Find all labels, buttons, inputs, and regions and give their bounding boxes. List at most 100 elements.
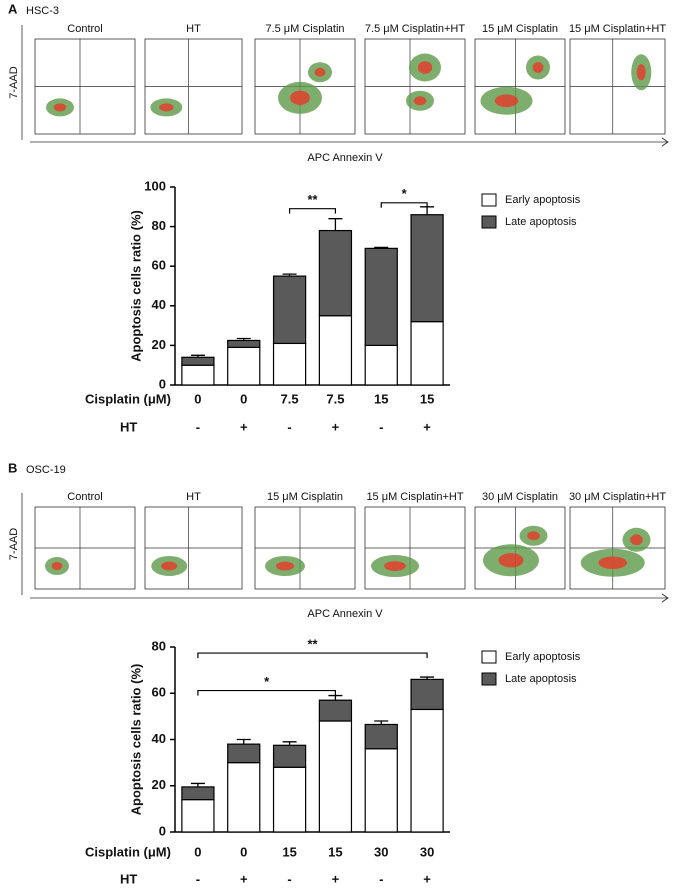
- bar-segment: [272, 342, 307, 386]
- cell-line: OSC-19: [26, 464, 66, 476]
- flow-x-label: APC Annexin V: [307, 152, 383, 164]
- flow-title: 7.5 μM Cisplatin+HT: [365, 23, 465, 35]
- error-bar: [282, 273, 297, 277]
- x-tick-label: 0: [194, 844, 201, 859]
- flow-title: HT: [186, 491, 201, 503]
- cell-cluster-core: [494, 94, 519, 108]
- y-axis-label: Apoptosis cells ratio (%): [128, 210, 143, 362]
- flow-title: 15 μM Cisplatin+HT: [569, 23, 666, 35]
- legend-swatch: [481, 650, 497, 664]
- significance-bracket: [197, 652, 428, 659]
- flow-title: 15 μM Cisplatin: [482, 23, 558, 35]
- y-tick-label: 20: [152, 777, 166, 792]
- x-tick-label: +: [423, 871, 431, 886]
- y-tick-label: 60: [152, 258, 166, 273]
- legend-label: Late apoptosis: [505, 673, 577, 685]
- cell-cluster-core: [161, 561, 178, 571]
- error-bar: [190, 354, 205, 358]
- bar-segment: [364, 723, 398, 750]
- legend-swatch: [481, 193, 497, 207]
- x-tick-label: -: [196, 871, 200, 886]
- bar-segment: [272, 744, 307, 768]
- bar-segment: [364, 344, 398, 386]
- flow-title: 15 μM Cisplatin+HT: [366, 491, 463, 503]
- error-bar: [328, 218, 343, 231]
- cell-cluster-core: [53, 103, 67, 112]
- error-bar: [190, 782, 205, 787]
- x-tick-label: -: [287, 419, 291, 434]
- x-tick-label: +: [332, 419, 340, 434]
- y-tick-label: 0: [159, 823, 166, 838]
- significance-bracket: [197, 689, 337, 696]
- cell-cluster-core: [527, 531, 540, 541]
- x-tick-label: -: [379, 419, 383, 434]
- y-tick-label: 0: [159, 376, 166, 391]
- error-bar: [328, 694, 343, 701]
- cell-cluster-core: [532, 62, 544, 73]
- cell-cluster-core: [413, 96, 427, 106]
- flow-y-label: 7-AAD: [8, 528, 20, 560]
- bar-segment: [227, 346, 261, 386]
- row-label: HT: [120, 419, 137, 434]
- significance-label: **: [307, 192, 318, 207]
- x-tick-label: 15: [374, 391, 388, 406]
- x-tick-label: +: [240, 871, 248, 886]
- x-tick-label: 7.5: [281, 391, 299, 406]
- flow-title: 15 μM Cisplatin: [267, 491, 343, 503]
- x-tick-label: 7.5: [326, 391, 344, 406]
- significance-label: *: [402, 186, 408, 201]
- cell-cluster-core: [498, 553, 524, 568]
- bar-segment: [318, 229, 353, 317]
- bar-segment: [227, 743, 261, 764]
- cell-cluster-core: [276, 561, 294, 571]
- flow-title: Control: [67, 23, 102, 35]
- bar-segment: [364, 247, 398, 347]
- y-tick-label: 40: [152, 297, 166, 312]
- legend-label: Early apoptosis: [505, 194, 581, 206]
- x-tick-label: 0: [194, 391, 201, 406]
- legend-label: Early apoptosis: [505, 651, 581, 663]
- bar-segment: [227, 762, 261, 833]
- bar-segment: [410, 321, 444, 386]
- x-tick-label: 30: [420, 844, 434, 859]
- x-tick-label: 30: [374, 844, 388, 859]
- significance-label: *: [264, 674, 270, 689]
- y-tick-label: 20: [152, 337, 166, 352]
- bar-segment: [272, 766, 307, 833]
- bar-segment: [181, 364, 215, 386]
- bar-segment: [181, 356, 215, 366]
- cell-cluster-core: [630, 534, 643, 546]
- x-tick-label: 15: [282, 844, 296, 859]
- error-bar: [236, 337, 251, 341]
- bar-segment: [318, 699, 353, 722]
- bar-segment: [410, 214, 444, 323]
- flow-y-label: 7-AAD: [8, 66, 20, 98]
- error-bar: [374, 246, 389, 249]
- cell-cluster-core: [598, 556, 628, 570]
- x-tick-label: +: [423, 419, 431, 434]
- x-tick-label: +: [240, 419, 248, 434]
- cell-line: HSC-3: [26, 5, 59, 17]
- x-tick-label: -: [287, 871, 291, 886]
- cell-cluster-core: [314, 67, 326, 77]
- panel-label: B: [8, 460, 17, 475]
- legend-label: Late apoptosis: [505, 216, 577, 228]
- x-tick-label: 0: [240, 844, 247, 859]
- cell-cluster-core: [417, 61, 433, 74]
- error-bar: [282, 741, 297, 746]
- cell-cluster-core: [384, 561, 406, 571]
- cell-cluster-core: [51, 561, 63, 571]
- cell-cluster-core: [636, 64, 646, 81]
- bar-segment: [364, 748, 398, 833]
- error-bar: [236, 738, 251, 745]
- flow-title: 7.5 μM Cisplatin: [265, 23, 344, 35]
- bar-segment: [272, 275, 307, 345]
- flow-x-label: APC Annexin V: [307, 608, 383, 620]
- y-axis-label: Apoptosis cells ratio (%): [128, 664, 143, 816]
- flow-title: Control: [67, 491, 102, 503]
- cell-cluster-core: [290, 90, 310, 106]
- x-tick-label: 0: [240, 391, 247, 406]
- y-tick-label: 40: [152, 731, 166, 746]
- y-tick-label: 80: [152, 638, 166, 653]
- bar-segment: [410, 708, 444, 833]
